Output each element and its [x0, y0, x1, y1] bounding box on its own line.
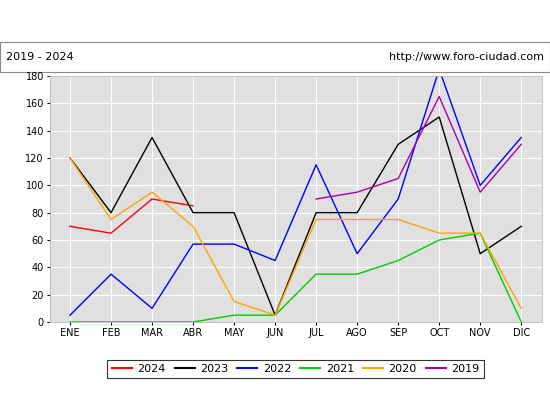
2019 [313, 196, 320, 201]
2019 [518, 142, 525, 147]
2024 [148, 196, 155, 201]
2022 [190, 242, 196, 246]
2022 [231, 242, 238, 246]
Text: Evolucion Nº Turistas Nacionales en el municipio de Brea de Aragón: Evolucion Nº Turistas Nacionales en el m… [40, 14, 510, 28]
2023 [190, 210, 196, 215]
2023 [108, 210, 114, 215]
Legend: 2024, 2023, 2022, 2021, 2020, 2019: 2024, 2023, 2022, 2021, 2020, 2019 [107, 360, 484, 378]
2020 [477, 231, 483, 236]
2020 [313, 217, 320, 222]
2021 [148, 320, 155, 324]
2022 [313, 162, 320, 167]
2021 [436, 238, 443, 242]
2020 [272, 313, 278, 318]
2024 [190, 204, 196, 208]
2020 [354, 217, 360, 222]
Line: 2019: 2019 [316, 96, 521, 199]
2020 [148, 190, 155, 194]
2019 [395, 176, 402, 181]
2019 [436, 94, 443, 99]
2022 [108, 272, 114, 276]
2021 [518, 320, 525, 324]
2021 [190, 320, 196, 324]
Text: 2019 - 2024: 2019 - 2024 [6, 52, 73, 62]
2021 [395, 258, 402, 263]
2023 [518, 224, 525, 229]
2023 [313, 210, 320, 215]
2023 [67, 156, 73, 160]
Line: 2023: 2023 [70, 117, 521, 315]
2019 [354, 190, 360, 194]
Text: http://www.foro-ciudad.com: http://www.foro-ciudad.com [389, 52, 544, 62]
2022 [67, 313, 73, 318]
2020 [67, 156, 73, 160]
2022 [477, 183, 483, 188]
2020 [190, 224, 196, 229]
2020 [231, 299, 238, 304]
Line: 2021: 2021 [70, 233, 521, 322]
2022 [354, 251, 360, 256]
2020 [395, 217, 402, 222]
2021 [354, 272, 360, 276]
Line: 2022: 2022 [70, 69, 521, 315]
2023 [436, 114, 443, 119]
2021 [272, 313, 278, 318]
2020 [518, 306, 525, 311]
Line: 2020: 2020 [70, 158, 521, 315]
2020 [108, 217, 114, 222]
2021 [477, 231, 483, 236]
2023 [272, 313, 278, 318]
2021 [108, 320, 114, 324]
2021 [231, 313, 238, 318]
2024 [67, 224, 73, 229]
2022 [436, 67, 443, 72]
2023 [395, 142, 402, 147]
2021 [313, 272, 320, 276]
2023 [354, 210, 360, 215]
2021 [67, 320, 73, 324]
2019 [477, 190, 483, 194]
2023 [231, 210, 238, 215]
2022 [518, 135, 525, 140]
Line: 2024: 2024 [70, 199, 193, 233]
2020 [436, 231, 443, 236]
2024 [108, 231, 114, 236]
2023 [477, 251, 483, 256]
2022 [272, 258, 278, 263]
FancyBboxPatch shape [0, 42, 550, 72]
2022 [395, 196, 402, 201]
2023 [148, 135, 155, 140]
2022 [148, 306, 155, 311]
